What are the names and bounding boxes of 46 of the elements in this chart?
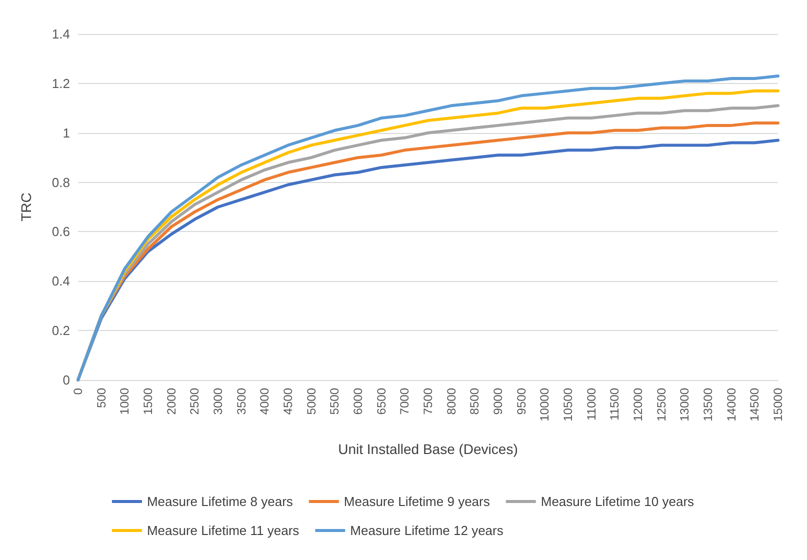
x-tick-label: 1000: [118, 388, 132, 415]
x-tick-label: 10500: [561, 388, 575, 422]
x-tick-label: 9000: [491, 388, 505, 415]
x-tick-label: 15000: [771, 388, 785, 422]
y-tick-label: 0.4: [52, 274, 70, 289]
y-tick-label: 1: [62, 125, 70, 140]
x-tick-label: 6500: [374, 388, 388, 415]
x-tick-label: 0: [71, 388, 85, 395]
x-tick-label: 12500: [654, 388, 668, 422]
x-tick-label: 4500: [281, 388, 295, 415]
x-tick-label: 3000: [211, 388, 225, 415]
y-tick-label: 0.6: [52, 224, 70, 240]
legend-label: Measure Lifetime 9 years: [344, 494, 490, 509]
x-tick-label: 7000: [398, 388, 412, 415]
x-tick-label: 13500: [701, 388, 715, 422]
x-tick-label: 14000: [724, 388, 738, 422]
y-tick-label: 0.2: [52, 323, 70, 338]
x-tick-label: 10000: [538, 388, 552, 422]
x-tick-label: 8000: [444, 388, 458, 415]
x-tick-label: 2500: [188, 388, 202, 415]
legend-label: Measure Lifetime 8 years: [146, 494, 294, 509]
x-tick-label: 1500: [141, 388, 155, 415]
y-tick-label: 1.2: [52, 76, 70, 91]
x-tick-label: 14500: [748, 388, 762, 422]
y-tick-label: 0: [62, 372, 70, 388]
x-tick-label: 3500: [234, 388, 248, 415]
x-tick-label: 11000: [584, 388, 598, 420]
x-tick-label: 500: [94, 388, 108, 408]
legend-label: Measure Lifetime 12 years: [350, 523, 504, 538]
x-tick-label: 5500: [328, 388, 342, 415]
x-tick-label: 12000: [631, 388, 645, 422]
x-tick-label: 9500: [514, 388, 528, 415]
y-axis-title: TRC: [18, 192, 34, 222]
legend-label: Measure Lifetime 11 years: [146, 523, 300, 538]
legend-label: Measure Lifetime 10 years: [540, 494, 695, 509]
x-tick-label: 13000: [678, 388, 692, 422]
x-tick-label: 6000: [351, 388, 365, 415]
x-tick-label: 2000: [164, 388, 178, 415]
y-tick-label: 1.4: [52, 26, 70, 42]
y-tick-label: 0.8: [52, 174, 70, 190]
x-tick-label: 8500: [468, 388, 482, 415]
x-tick-label: 11500: [608, 388, 622, 420]
x-tick-label: 7500: [421, 388, 435, 415]
x-tick-label: 4000: [258, 388, 272, 415]
x-tick-label: 5000: [304, 388, 318, 415]
x-axis-title: Unit Installed Base (Devices): [338, 441, 518, 457]
